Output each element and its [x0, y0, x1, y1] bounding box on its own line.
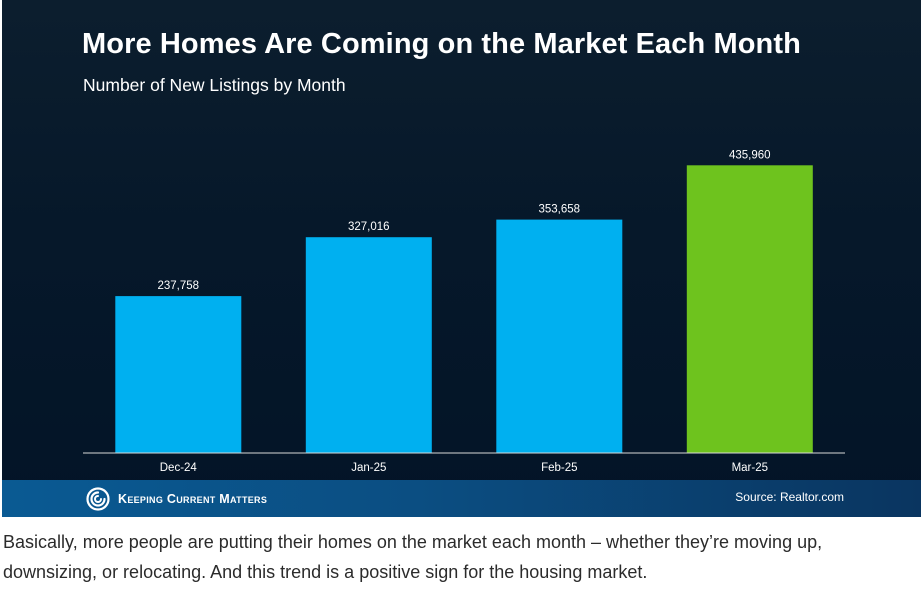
kcm-swirl-icon: [86, 487, 110, 511]
article-caption: Basically, more people are putting their…: [3, 532, 823, 582]
x-tick-label: Dec-24: [160, 462, 198, 474]
bar-chart-plot: 237,758 Dec-24 327,016 Jan-25 353,658 Feb-25 4…: [83, 149, 845, 474]
chart-subtitle: Number of New Listings by Month: [83, 75, 346, 95]
bar-feb-25: [496, 219, 623, 453]
x-tick-label: Feb-25: [541, 462, 577, 474]
brand-name: Keeping Current Matters: [118, 492, 268, 506]
infographic-card: More Homes Are Coming on the Market Each…: [0, 0, 921, 517]
bar-jan-25: [305, 237, 432, 453]
bar-value-label: 353,658: [539, 204, 581, 216]
bar-dec-24: [115, 296, 242, 453]
bar-value-label: 237,758: [158, 280, 200, 292]
brand-logo: Keeping Current Matters: [86, 486, 267, 512]
bar-value-label: 327,016: [348, 221, 390, 233]
x-tick-label: Jan-25: [351, 462, 386, 474]
x-tick-label: Mar-25: [732, 462, 768, 474]
bar-mar-25: [686, 165, 813, 454]
card-edge: [0, 0, 2, 517]
bar-value-label: 435,960: [729, 149, 771, 161]
footer-bar: [0, 480, 921, 517]
source-note: Source: Realtor.com: [735, 490, 844, 504]
chart-title: More Homes Are Coming on the Market Each…: [82, 28, 801, 60]
